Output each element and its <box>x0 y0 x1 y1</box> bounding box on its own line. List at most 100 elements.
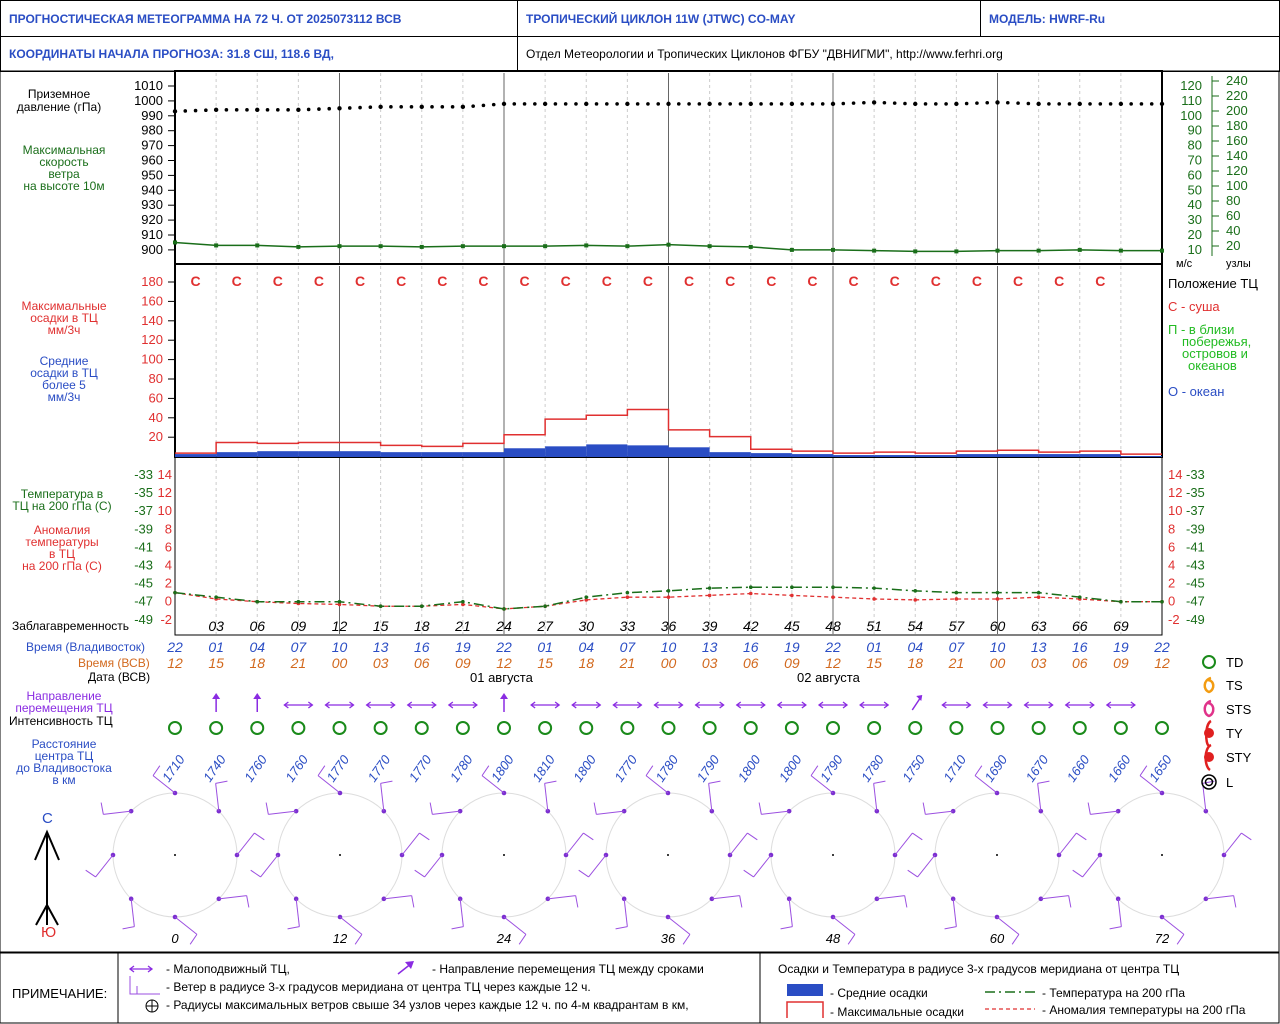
intensity-td-marker <box>291 721 306 735</box>
lead-hour: 36 <box>661 618 677 634</box>
pressure-dot <box>533 102 537 106</box>
pressure-dot <box>779 102 784 106</box>
position-letter: С <box>1095 273 1105 289</box>
time-vl: 04 <box>907 639 923 655</box>
wind-barb-feather <box>287 926 300 930</box>
time-vl: 10 <box>332 639 348 655</box>
wind-barb-staff <box>547 895 576 900</box>
temp-point <box>1160 599 1164 604</box>
temp-tick-label-left: -43 <box>134 558 153 573</box>
pressure-dot <box>1067 102 1072 106</box>
direction-arrowhead <box>390 701 396 709</box>
time-vl: 19 <box>784 639 800 655</box>
direction-arrowhead <box>1048 701 1054 709</box>
wind-point <box>748 244 753 249</box>
wind-barb-feather <box>907 869 918 878</box>
position-letter: С <box>890 273 900 289</box>
temp-point <box>748 585 753 590</box>
footer-max-precip: - Максимальные осадки <box>830 1005 964 1019</box>
position-letter: С <box>849 273 859 289</box>
compass-north: С <box>42 810 53 827</box>
anom-tick-label-left: 0 <box>165 594 172 609</box>
wind-barb-staff <box>174 916 198 935</box>
anomaly-line4: на 200 гПа (С) <box>22 559 102 573</box>
footer-right-title: Осадки и Температура в радиусе 3-х граду… <box>778 962 1180 976</box>
temp-point <box>666 589 671 593</box>
temp-point <box>913 589 918 593</box>
main-frame <box>0 70 1280 954</box>
anomaly-point <box>461 602 465 607</box>
wind-label-line1: Максимальная <box>22 143 106 157</box>
wind-barb-staff <box>952 898 957 927</box>
intensity-td-marker <box>661 721 676 735</box>
direction-label: Направление перемещения ТЦ <box>6 690 122 714</box>
pressure-point <box>789 101 795 107</box>
wind-barb-feather <box>847 934 856 945</box>
pressure-point <box>378 104 383 110</box>
ms-tick-label: 40 <box>1188 197 1202 212</box>
distance-line4: в км <box>52 773 76 787</box>
wind-barb-staff <box>218 895 247 900</box>
wind-barb-staff <box>925 810 954 815</box>
pressure-point <box>213 107 219 113</box>
precip-mean-bar <box>1038 454 1080 457</box>
pressure-point <box>337 106 342 111</box>
distance-value: 1690 <box>981 752 1010 785</box>
temp-tick-label-right: -33 <box>1186 467 1205 482</box>
pressure-label-line1: Приземное <box>27 87 91 101</box>
pressure-dot <box>1047 102 1051 106</box>
precip-tick-label: 40 <box>149 410 163 425</box>
distance-value: 1800 <box>735 752 764 785</box>
position-letter: С <box>931 273 941 289</box>
wind-barb-feather <box>780 926 793 930</box>
time-utc: 12 <box>167 655 183 671</box>
direction-arrowhead <box>965 701 972 709</box>
direction-arrowhead <box>1023 701 1030 709</box>
wind-rose-hour: 24 <box>496 931 511 946</box>
pressure-dot <box>193 108 198 113</box>
time-vl: 01 <box>537 639 553 655</box>
wind-barb-staff <box>1058 832 1077 856</box>
pressure-dot <box>1098 102 1103 106</box>
time-vl: 16 <box>414 639 430 655</box>
pressure-dot <box>1026 101 1031 106</box>
wind-point <box>707 244 712 249</box>
direction-arrowhead <box>554 701 561 709</box>
intensity-legend-label: STS <box>1226 702 1252 717</box>
intensity-td-marker <box>867 721 882 735</box>
wind-barb-feather <box>575 895 579 908</box>
wind-barb-feather <box>317 765 326 776</box>
intensity-td-marker <box>373 721 388 735</box>
pressure-point <box>625 101 630 107</box>
direction-arrowhead <box>571 701 577 709</box>
lead-hour: 63 <box>1031 618 1047 634</box>
wind-point <box>1077 247 1082 252</box>
wind-point <box>1118 248 1123 253</box>
lead-hour: 54 <box>907 618 923 634</box>
pressure-tick-label: 1010 <box>134 78 163 93</box>
direction-arrowhead <box>653 701 659 709</box>
position-letter: С <box>396 273 406 289</box>
kt-tick-label: 220 <box>1226 88 1248 103</box>
precip-mean-bar <box>874 455 916 457</box>
temp-point <box>461 599 465 604</box>
wind-rose-hour: 48 <box>826 931 841 946</box>
max-precip-swatch <box>786 1001 824 1018</box>
intensity-legend-label: STY <box>1226 750 1252 765</box>
ms-tick-label: 20 <box>1188 227 1202 242</box>
wind-label: Максимальная скорость ветра на высоте 10… <box>6 144 122 192</box>
pressure-dot <box>851 101 856 105</box>
time-utc: 03 <box>1031 655 1047 671</box>
position-letter: С <box>191 273 201 289</box>
pressure-tick-label: 980 <box>141 123 163 138</box>
wind-barb-feather <box>593 802 597 815</box>
pressure-point <box>954 101 959 107</box>
distance-value: 1750 <box>899 752 928 785</box>
footer-direction: - Направление перемещения ТЦ между срока… <box>432 962 704 976</box>
wind-point <box>543 244 548 249</box>
direction-arrowhead <box>595 701 602 709</box>
anom-tick-label-right: 0 <box>1168 594 1175 609</box>
date-label: Дата (ВСВ) <box>88 670 151 684</box>
pressure-dot <box>1005 100 1010 105</box>
intensity-td-marker <box>332 721 347 735</box>
